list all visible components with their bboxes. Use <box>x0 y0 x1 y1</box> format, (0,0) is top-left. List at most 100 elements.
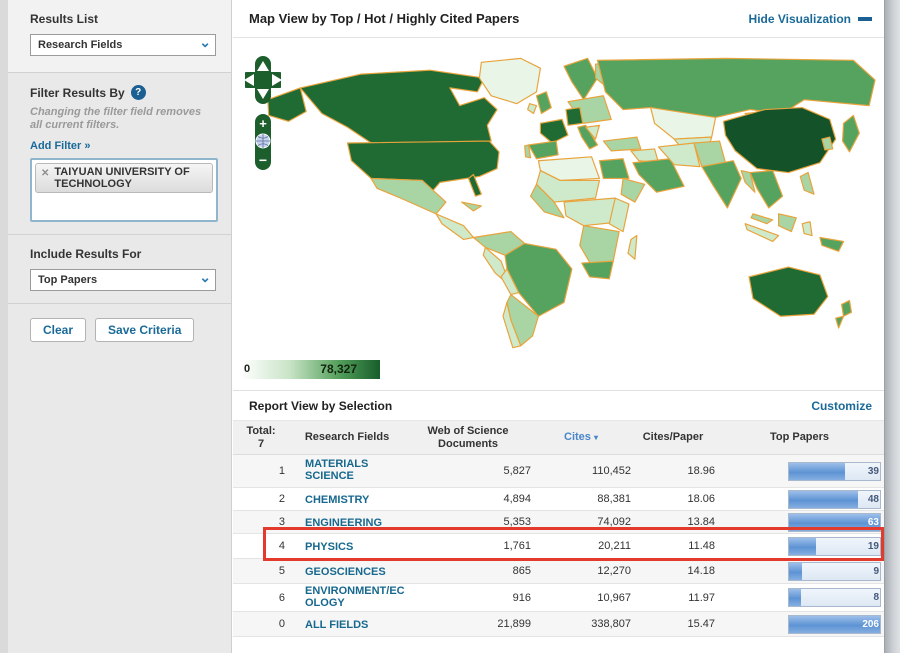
map-region-korea[interactable] <box>821 136 834 151</box>
table-row: 0 ALL FIELDS 21,899 338,807 15.47 206 <box>233 612 884 637</box>
map-region-turkey[interactable] <box>602 136 642 152</box>
row-field-link[interactable]: CHEMISTRY <box>305 494 370 506</box>
map-region-iran[interactable] <box>657 142 701 168</box>
row-rank: 0 <box>278 618 285 630</box>
map-region-central-africa[interactable] <box>563 197 622 227</box>
map-region-germany[interactable] <box>565 106 584 126</box>
column-header-research-fields[interactable]: Research Fields <box>304 431 390 443</box>
filter-note: Changing the filter field removes all cu… <box>30 106 202 131</box>
map-region-sulawesi[interactable] <box>801 221 813 237</box>
vertical-scrollbar[interactable] <box>884 0 900 653</box>
pan-control[interactable] <box>245 56 281 104</box>
map-region-balkans[interactable] <box>585 124 601 140</box>
map-region-new-zealand[interactable] <box>835 315 845 329</box>
map-region-malaysia[interactable] <box>750 213 774 225</box>
map-region-myanmar[interactable] <box>740 169 756 193</box>
row-docs: 1,761 <box>503 540 531 552</box>
column-header-top-papers[interactable]: Top Papers <box>769 431 830 443</box>
map-region-china[interactable] <box>722 106 837 174</box>
map-region-philippines[interactable] <box>799 171 815 195</box>
x-icon[interactable]: ✕ <box>41 168 50 179</box>
map-region-italy[interactable] <box>577 124 599 150</box>
map-region-japan[interactable] <box>841 114 860 153</box>
map-region-se-asia[interactable] <box>749 169 784 209</box>
map-region-australia[interactable] <box>748 266 829 317</box>
map-region-west-africa[interactable] <box>529 183 565 219</box>
top-papers-bar: 206 <box>788 614 881 634</box>
map-region-india[interactable] <box>701 160 742 209</box>
question-icon[interactable]: ? <box>130 85 146 100</box>
map-region-new-zealand[interactable] <box>840 299 853 317</box>
map-region-spain[interactable] <box>528 140 559 160</box>
map-region-east-africa[interactable] <box>608 197 630 233</box>
map-region-portugal[interactable] <box>524 144 532 159</box>
map-region-south-africa[interactable] <box>581 260 614 280</box>
map-region-borneo[interactable] <box>778 213 797 233</box>
map-region-alaska[interactable] <box>267 87 307 122</box>
row-cpp: 18.96 <box>687 465 715 477</box>
row-cites: 20,211 <box>598 540 631 552</box>
row-field-link[interactable]: ENGINEERING <box>305 517 383 529</box>
include-dropdown[interactable]: Top Papers ⌄ <box>30 269 216 291</box>
row-bar-value: 39 <box>867 465 879 477</box>
row-field-link[interactable]: ALL FIELDS <box>305 619 369 631</box>
map-region-cuba[interactable] <box>461 201 482 212</box>
row-cpp: 14.18 <box>687 565 715 577</box>
include-heading: Include Results For <box>30 247 142 261</box>
map-region-egypt[interactable] <box>598 158 630 180</box>
column-header-cites-per-paper[interactable]: Cites/Paper <box>642 431 704 443</box>
sidebar-divider <box>0 303 231 304</box>
map-region-madagascar[interactable] <box>627 234 638 260</box>
save-criteria-button[interactable]: Save Criteria <box>95 318 195 342</box>
row-bar-value: 8 <box>873 592 879 603</box>
zoom-in-icon[interactable]: + <box>259 116 267 131</box>
clear-button[interactable]: Clear <box>30 318 87 342</box>
map-region-russia[interactable] <box>596 57 876 119</box>
map-region-france[interactable] <box>539 118 569 144</box>
pan-up-icon[interactable] <box>257 61 269 71</box>
map-region-saudi-arabia[interactable] <box>632 158 685 193</box>
map-region-canada[interactable] <box>299 69 498 144</box>
map-region-usa[interactable] <box>346 140 500 197</box>
filter-tag[interactable]: ✕ TAIYUAN UNIVERSITY OF TECHNOLOGY <box>35 163 213 193</box>
report-header: Report View by Selection Customize <box>233 390 884 420</box>
row-docs: 916 <box>512 591 531 604</box>
row-bar-fill <box>789 615 880 633</box>
zoom-control[interactable]: + − <box>255 114 271 170</box>
map-region-indonesia[interactable] <box>744 223 780 243</box>
row-field-link[interactable]: MATERIALS SCIENCE <box>305 458 369 482</box>
table-row: 5 GEOSCIENCES 865 12,270 14.18 9 <box>233 559 884 584</box>
row-field-link[interactable]: PHYSICS <box>305 541 354 553</box>
column-header-cites[interactable]: Cites ▾ <box>531 431 631 444</box>
add-filter-link[interactable]: Add Filter » <box>30 140 91 152</box>
row-field-link[interactable]: GEOSCIENCES <box>305 566 386 578</box>
map-region-papua-new-guinea[interactable] <box>819 236 845 252</box>
report-title: Report View by Selection <box>249 398 393 413</box>
pan-down-icon[interactable] <box>257 89 269 99</box>
map-region-greenland[interactable] <box>478 57 541 105</box>
map-region-florida[interactable] <box>467 173 482 197</box>
collapse-icon <box>858 16 872 21</box>
row-bar-value: 206 <box>862 618 879 630</box>
column-header-total: Total: 7 <box>233 425 289 451</box>
row-bar-value: 48 <box>867 493 879 505</box>
map-legend: 0 78,327 <box>241 360 380 379</box>
map-controls: + − <box>245 56 281 170</box>
top-papers-bar: 63 <box>788 512 881 532</box>
pan-right-icon[interactable] <box>272 74 281 86</box>
row-field-link[interactable]: ENVIRONMENT/ECOLOGY <box>305 584 405 609</box>
customize-link[interactable]: Customize <box>811 398 872 413</box>
map-region-central-america[interactable] <box>435 213 475 241</box>
table-header-row: Total: 7 Research Fields Web of Science … <box>233 420 884 455</box>
results-list-dropdown[interactable]: Research Fields ⌄ <box>30 34 216 56</box>
map-region-uk[interactable] <box>535 91 552 115</box>
map-region-chile[interactable] <box>502 301 522 349</box>
map-region-horn-of-africa[interactable] <box>620 177 646 203</box>
pan-left-icon[interactable] <box>245 74 254 86</box>
zoom-out-icon[interactable]: − <box>259 152 267 168</box>
map-region-scandinavia[interactable] <box>563 57 599 101</box>
column-header-wos-documents[interactable]: Web of Science Documents <box>405 425 531 451</box>
map-region-north-africa[interactable] <box>537 156 601 182</box>
map-region-ireland[interactable] <box>527 103 538 115</box>
hide-visualization-link[interactable]: Hide Visualization <box>749 12 872 26</box>
